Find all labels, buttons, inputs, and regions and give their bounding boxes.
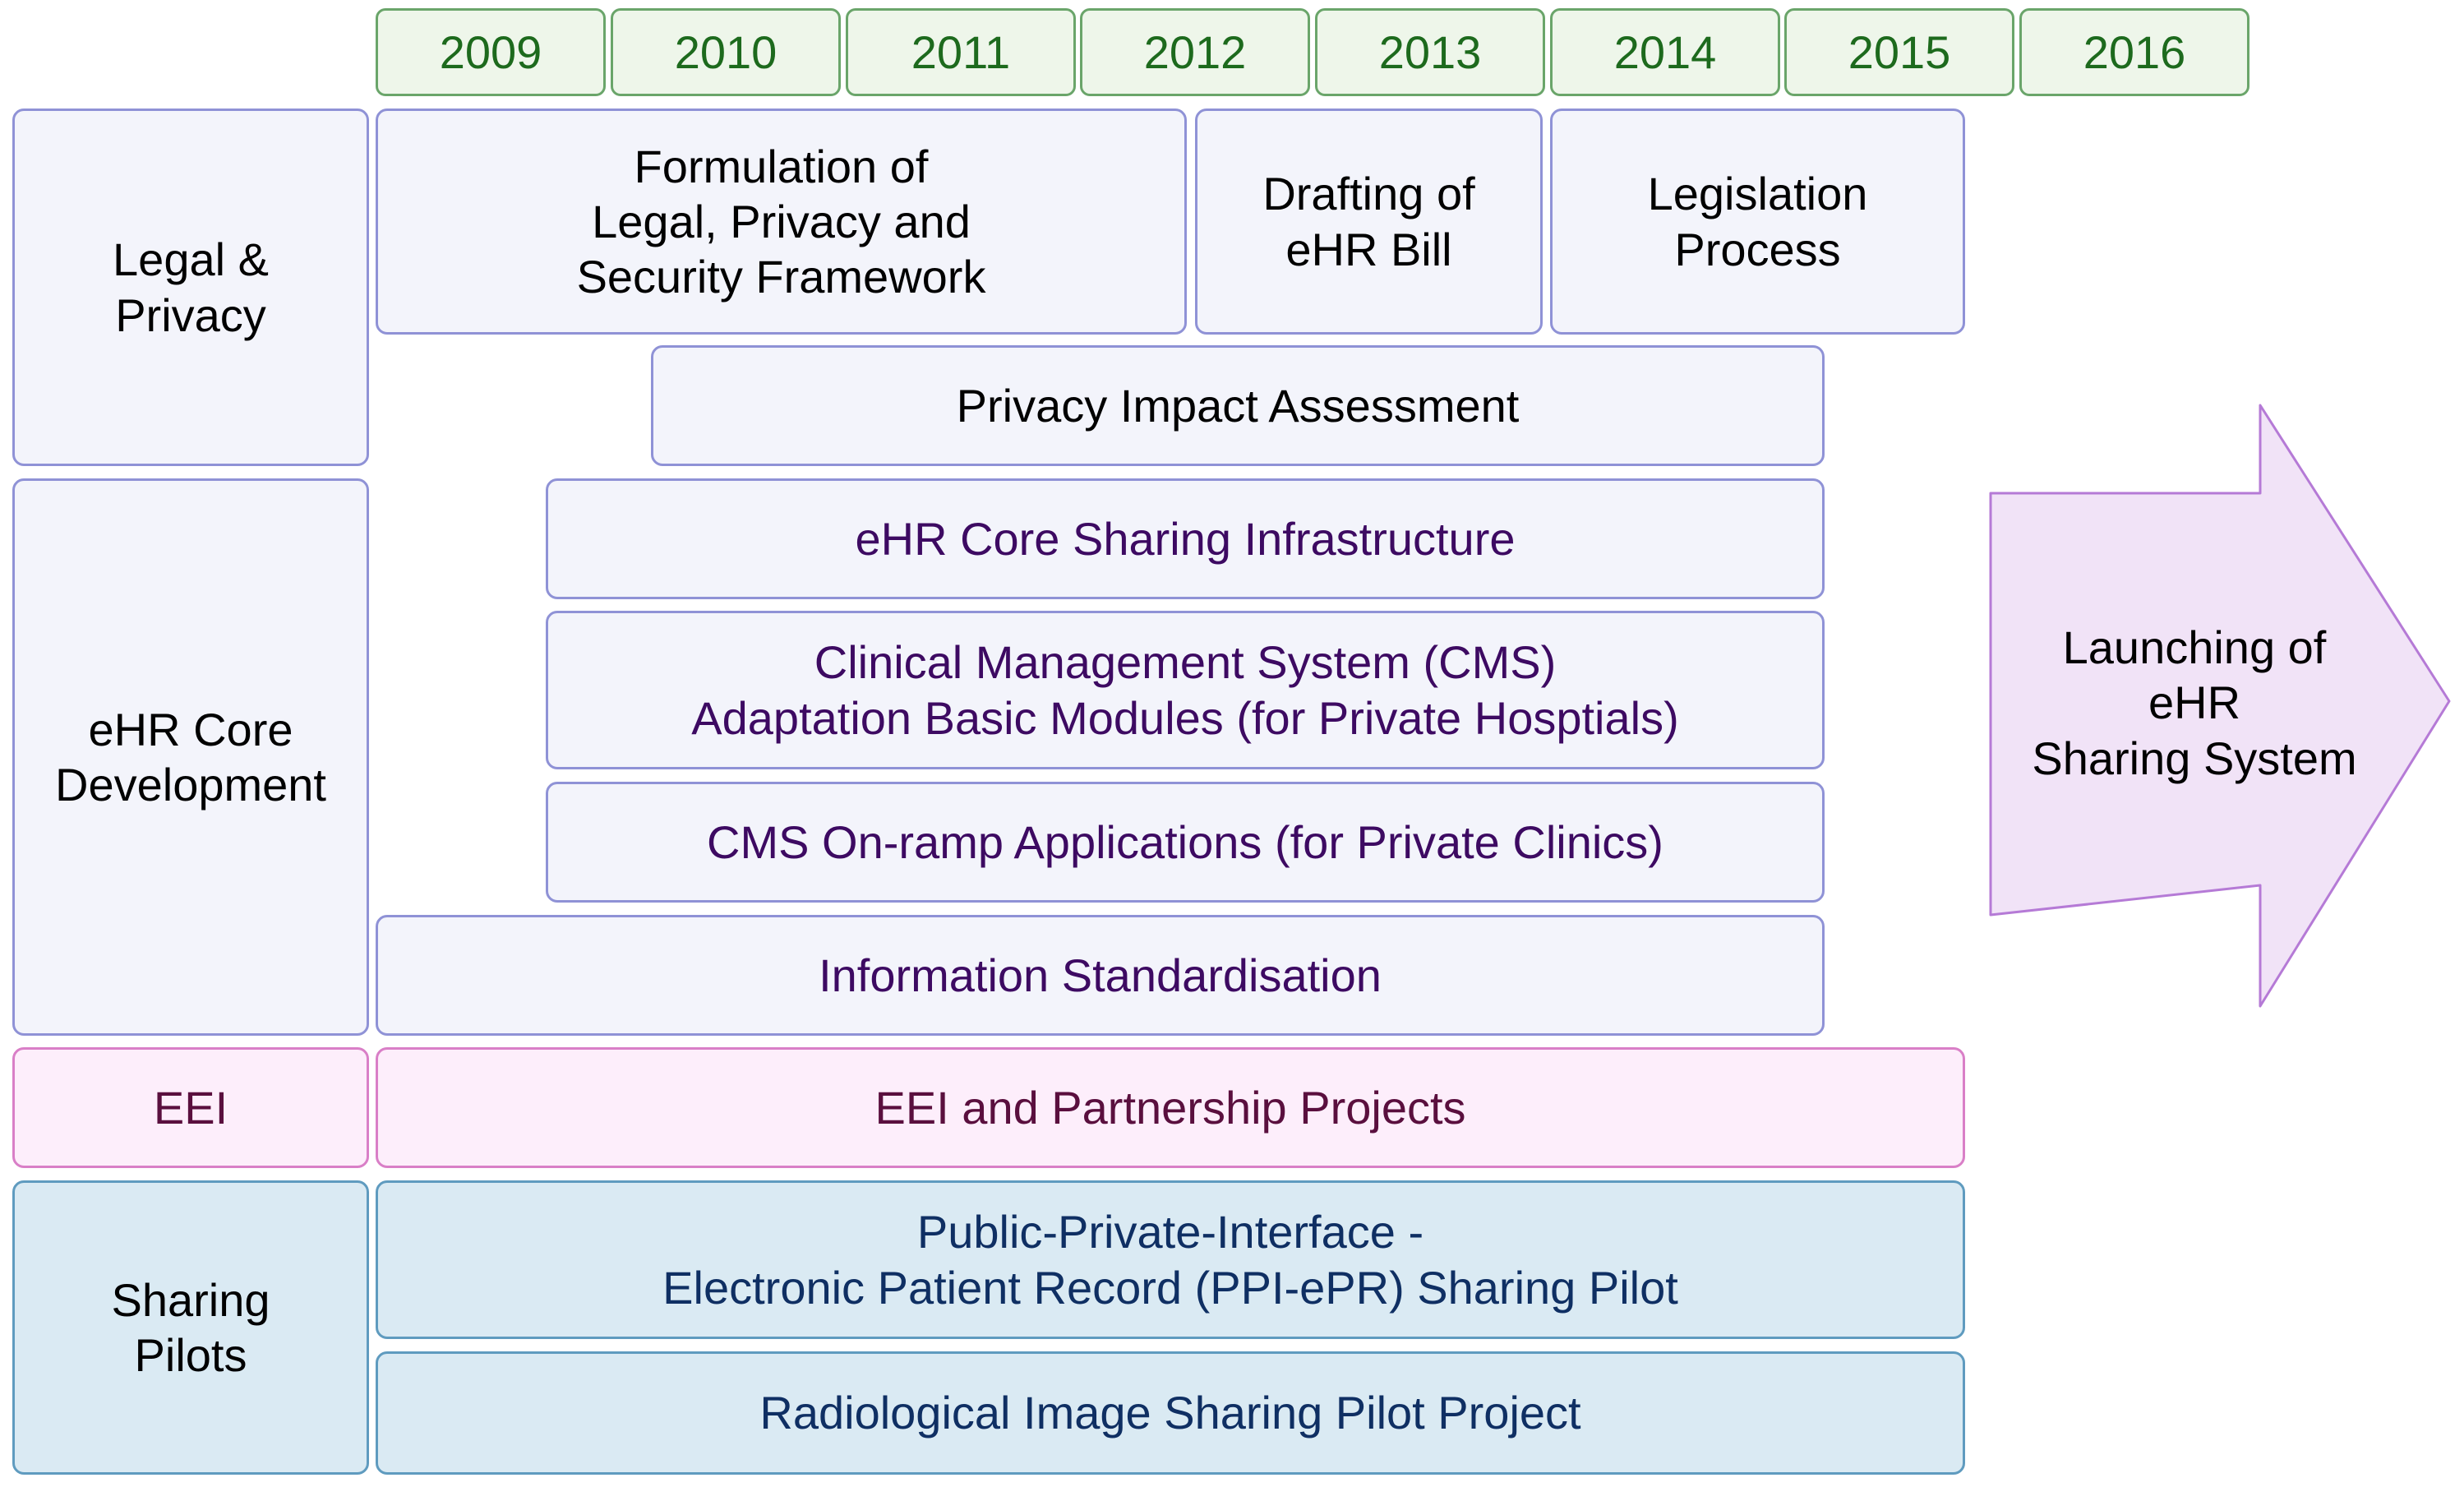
task-ehr-core-sharing-infrastructure: eHR Core Sharing Infrastructure bbox=[546, 478, 1825, 599]
year-2009: 2009 bbox=[376, 8, 606, 96]
task-radiological-image-sharing-pilot: Radiological Image Sharing Pilot Project bbox=[376, 1351, 1965, 1475]
category-eei: EEI bbox=[12, 1047, 369, 1168]
year-2015: 2015 bbox=[1784, 8, 2014, 96]
year-2012: 2012 bbox=[1080, 8, 1310, 96]
task-information-standardisation: Information Standardisation bbox=[376, 915, 1825, 1036]
category-sharing-pilots: Sharing Pilots bbox=[12, 1180, 369, 1475]
year-2011: 2011 bbox=[846, 8, 1076, 96]
category-ehr-core-development: eHR Core Development bbox=[12, 478, 369, 1036]
category-legal-privacy: Legal & Privacy bbox=[12, 109, 369, 466]
launch-arrow-polygon bbox=[1989, 404, 2451, 1008]
year-2014: 2014 bbox=[1550, 8, 1780, 96]
task-formulation-framework: Formulation of Legal, Privacy and Securi… bbox=[376, 109, 1187, 335]
year-2013: 2013 bbox=[1315, 8, 1545, 96]
task-ppi-epr-sharing-pilot: Public-Private-Interface - Electronic Pa… bbox=[376, 1180, 1965, 1339]
task-legislation-process: Legislation Process bbox=[1550, 109, 1965, 335]
year-2016: 2016 bbox=[2019, 8, 2249, 96]
task-cms-adaptation-modules: Clinical Management System (CMS) Adaptat… bbox=[546, 611, 1825, 769]
task-eei-partnership-projects: EEI and Partnership Projects bbox=[376, 1047, 1965, 1168]
task-privacy-impact-assessment: Privacy Impact Assessment bbox=[651, 345, 1825, 466]
task-drafting-ehr-bill: Drafting of eHR Bill bbox=[1195, 109, 1543, 335]
launch-label: Launching of eHR Sharing System bbox=[2032, 621, 2357, 784]
year-2010: 2010 bbox=[611, 8, 841, 96]
task-cms-onramp-applications: CMS On-ramp Applications (for Private Cl… bbox=[546, 782, 1825, 903]
